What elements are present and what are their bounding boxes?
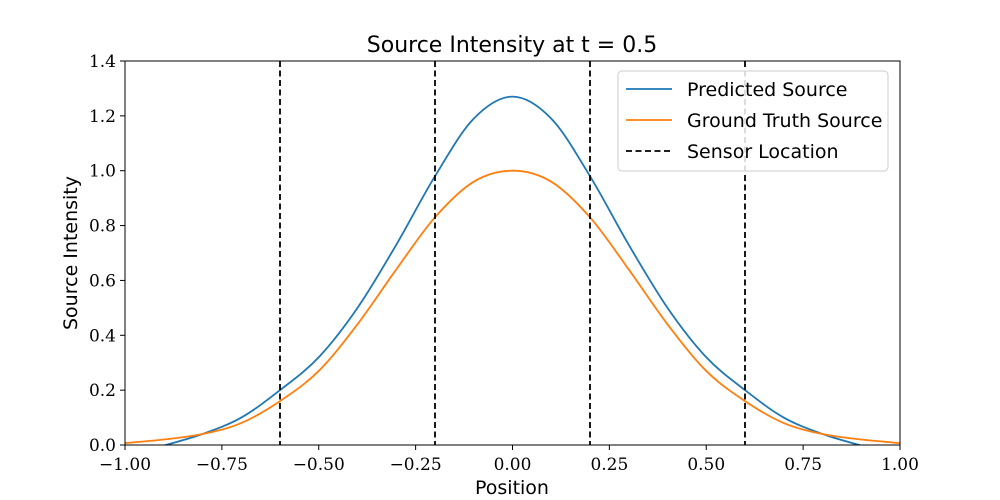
y-tick-label: 0.2 — [89, 381, 116, 401]
y-axis-label: Source Intensity — [60, 176, 82, 330]
series-line-predicted-source — [162, 95, 863, 445]
x-tick-label: −0.50 — [293, 455, 345, 475]
legend-label: Ground Truth Source — [687, 110, 882, 132]
x-axis-label: Position — [475, 477, 549, 499]
plot-area — [125, 61, 900, 445]
legend-label: Sensor Location — [687, 141, 839, 163]
x-tick-label: 0.25 — [590, 455, 628, 475]
x-tick-label: 1.00 — [881, 455, 919, 475]
series-line-ground-truth-source — [125, 169, 900, 444]
y-tick-label: 0.4 — [89, 326, 116, 346]
y-tick-label: 0.0 — [89, 436, 116, 456]
x-tick-label: −0.75 — [196, 455, 248, 475]
y-tick-label: 1.2 — [89, 107, 116, 127]
chart-title: Source Intensity at t = 0.5 — [367, 33, 657, 58]
y-tick-label: 1.0 — [89, 162, 116, 182]
x-tick-label: −0.25 — [390, 455, 442, 475]
legend-item: Ground Truth Source — [626, 110, 882, 132]
x-tick-label: 0.50 — [687, 455, 725, 475]
legend-frame — [617, 70, 889, 172]
legend-label: Predicted Source — [687, 79, 848, 101]
x-tick-label: 0.00 — [494, 455, 532, 475]
y-tick-label: 1.4 — [89, 52, 116, 72]
legend: Predicted Source Ground Truth Source Senso… — [617, 70, 889, 172]
x-tick-label: 0.75 — [784, 455, 822, 475]
legend-item: Predicted Source — [626, 79, 848, 101]
legend-item: Sensor Location — [626, 141, 839, 163]
ticks: −1.00 −0.75 −0.50 −0.25 0.00 0.25 0.50 0.75 1.00… — [89, 52, 919, 475]
y-tick-label: 0.6 — [89, 271, 116, 291]
x-tick-label: −1.00 — [99, 455, 151, 475]
y-tick-label: 0.8 — [89, 217, 116, 237]
